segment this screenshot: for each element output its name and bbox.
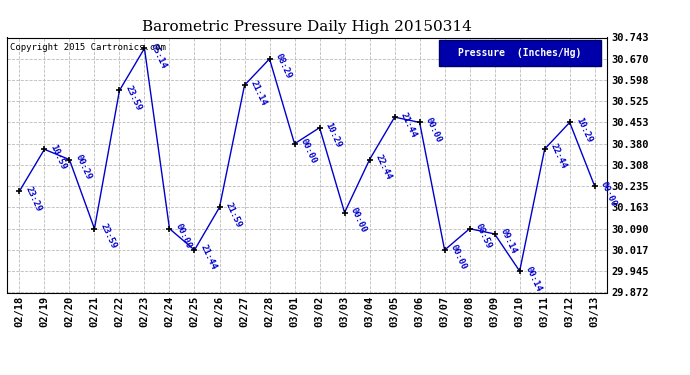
Text: 08:59: 08:59 [474, 222, 493, 250]
FancyBboxPatch shape [439, 40, 601, 66]
Text: 21:59: 21:59 [224, 201, 243, 229]
Text: 00:14: 00:14 [524, 264, 543, 293]
Text: 10:29: 10:29 [324, 121, 343, 149]
Text: 00:00: 00:00 [174, 222, 193, 250]
Text: 22:44: 22:44 [549, 142, 569, 171]
Text: 10:29: 10:29 [574, 116, 593, 144]
Text: 21:44: 21:44 [399, 111, 418, 139]
Text: 23:59: 23:59 [124, 84, 143, 112]
Text: 05:14: 05:14 [148, 42, 168, 70]
Text: 09:14: 09:14 [499, 227, 518, 255]
Text: 10:59: 10:59 [48, 143, 68, 171]
Text: 22:44: 22:44 [374, 153, 393, 181]
Text: 08:29: 08:29 [274, 52, 293, 81]
Text: 23:29: 23:29 [23, 184, 43, 213]
Text: Pressure  (Inches/Hg): Pressure (Inches/Hg) [458, 48, 582, 58]
Text: 21:44: 21:44 [199, 243, 218, 272]
Text: 00:00: 00:00 [424, 116, 443, 144]
Text: Copyright 2015 Cartronics.com: Copyright 2015 Cartronics.com [10, 43, 166, 52]
Title: Barometric Pressure Daily High 20150314: Barometric Pressure Daily High 20150314 [142, 20, 472, 33]
Text: 21:14: 21:14 [248, 79, 268, 107]
Text: 00:00: 00:00 [299, 137, 318, 165]
Text: 00:00: 00:00 [348, 206, 368, 234]
Text: 23:59: 23:59 [99, 222, 118, 250]
Text: 00:00: 00:00 [448, 243, 469, 272]
Text: 00:00: 00:00 [599, 180, 618, 208]
Text: 00:29: 00:29 [74, 153, 93, 181]
